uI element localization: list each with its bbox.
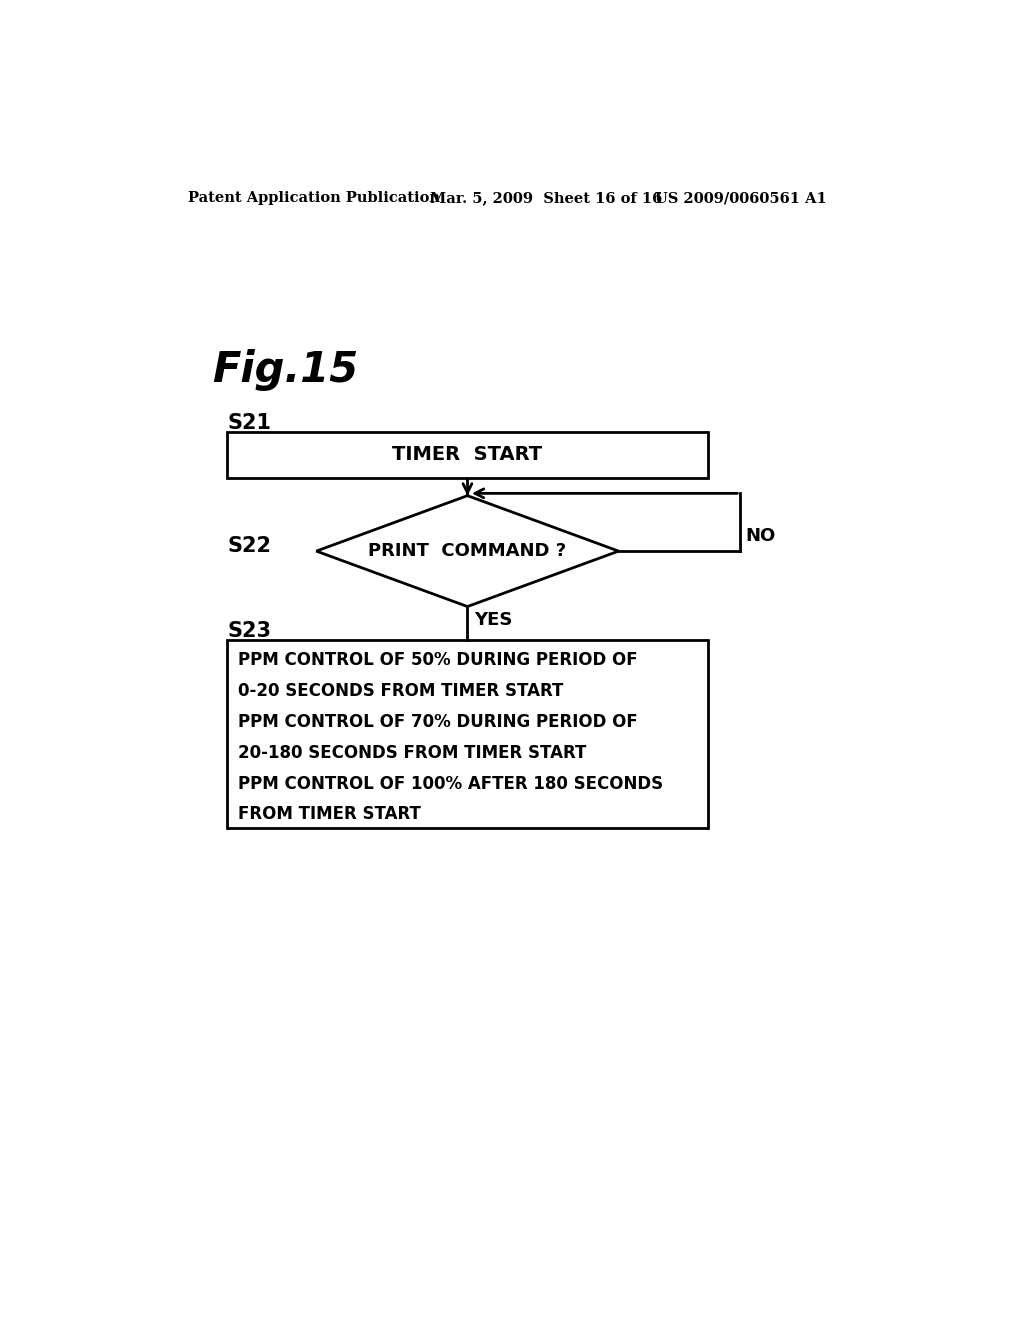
Text: US 2009/0060561 A1: US 2009/0060561 A1 (655, 191, 826, 206)
Text: PPM CONTROL OF 100% AFTER 180 SECONDS: PPM CONTROL OF 100% AFTER 180 SECONDS (238, 775, 664, 792)
Text: PPM CONTROL OF 70% DURING PERIOD OF: PPM CONTROL OF 70% DURING PERIOD OF (238, 713, 638, 731)
Text: 0-20 SECONDS FROM TIMER START: 0-20 SECONDS FROM TIMER START (238, 682, 563, 700)
Text: YES: YES (474, 611, 512, 630)
Text: S22: S22 (227, 536, 271, 556)
Text: NO: NO (744, 527, 775, 545)
Text: Fig.15: Fig.15 (212, 350, 358, 391)
Polygon shape (316, 496, 618, 607)
Text: S23: S23 (227, 622, 271, 642)
Text: S21: S21 (227, 413, 271, 433)
Text: PPM CONTROL OF 50% DURING PERIOD OF: PPM CONTROL OF 50% DURING PERIOD OF (238, 652, 638, 669)
Bar (227, 640, 708, 829)
Text: TIMER  START: TIMER START (392, 445, 543, 465)
Text: PRINT  COMMAND ?: PRINT COMMAND ? (369, 543, 566, 560)
Text: 20-180 SECONDS FROM TIMER START: 20-180 SECONDS FROM TIMER START (238, 744, 587, 762)
Bar (227, 432, 708, 478)
Text: Patent Application Publication: Patent Application Publication (188, 191, 440, 206)
Text: FROM TIMER START: FROM TIMER START (238, 805, 421, 824)
Text: Mar. 5, 2009  Sheet 16 of 16: Mar. 5, 2009 Sheet 16 of 16 (430, 191, 663, 206)
